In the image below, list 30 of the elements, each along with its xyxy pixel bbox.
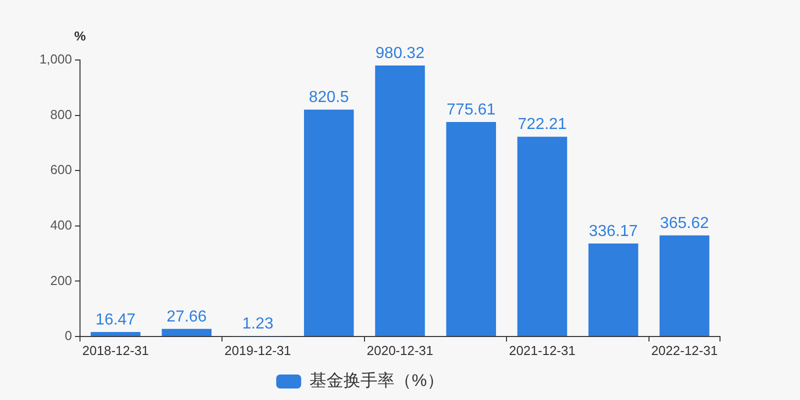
bar bbox=[588, 244, 638, 336]
y-tick-label: 0 bbox=[64, 328, 72, 344]
y-tick-label: 800 bbox=[50, 106, 72, 122]
legend-label: 基金换手率（%） bbox=[310, 371, 444, 390]
bar bbox=[304, 110, 354, 336]
x-tick-label: 2019-12-31 bbox=[224, 342, 292, 358]
x-tick-label: 2021-12-31 bbox=[508, 342, 576, 358]
x-tick-label: 2018-12-31 bbox=[82, 342, 149, 358]
data-label: 1.23 bbox=[242, 316, 274, 333]
y-axis-title: % bbox=[74, 28, 86, 44]
bar bbox=[162, 328, 212, 336]
y-tick-label: 200 bbox=[50, 272, 72, 288]
y-tick-label: 600 bbox=[50, 162, 72, 178]
data-label: 16.47 bbox=[96, 311, 136, 328]
bar bbox=[90, 332, 140, 336]
bar bbox=[660, 235, 710, 336]
data-label: 27.66 bbox=[166, 308, 207, 326]
bar bbox=[375, 65, 425, 336]
x-tick-label: 2022-12-31 bbox=[651, 342, 718, 358]
data-label: 722.21 bbox=[518, 116, 567, 134]
data-label: 775.61 bbox=[446, 101, 496, 118]
data-label: 980.32 bbox=[376, 44, 425, 62]
y-tick-label: 1,000 bbox=[39, 52, 72, 67]
data-label: 336.17 bbox=[588, 222, 638, 240]
y-tick-label: 400 bbox=[50, 217, 72, 232]
bar bbox=[517, 136, 568, 336]
bar bbox=[446, 122, 496, 336]
data-label: 365.62 bbox=[660, 214, 710, 232]
data-label: 820.5 bbox=[308, 89, 350, 106]
x-tick-label: 2020-12-31 bbox=[366, 342, 434, 358]
